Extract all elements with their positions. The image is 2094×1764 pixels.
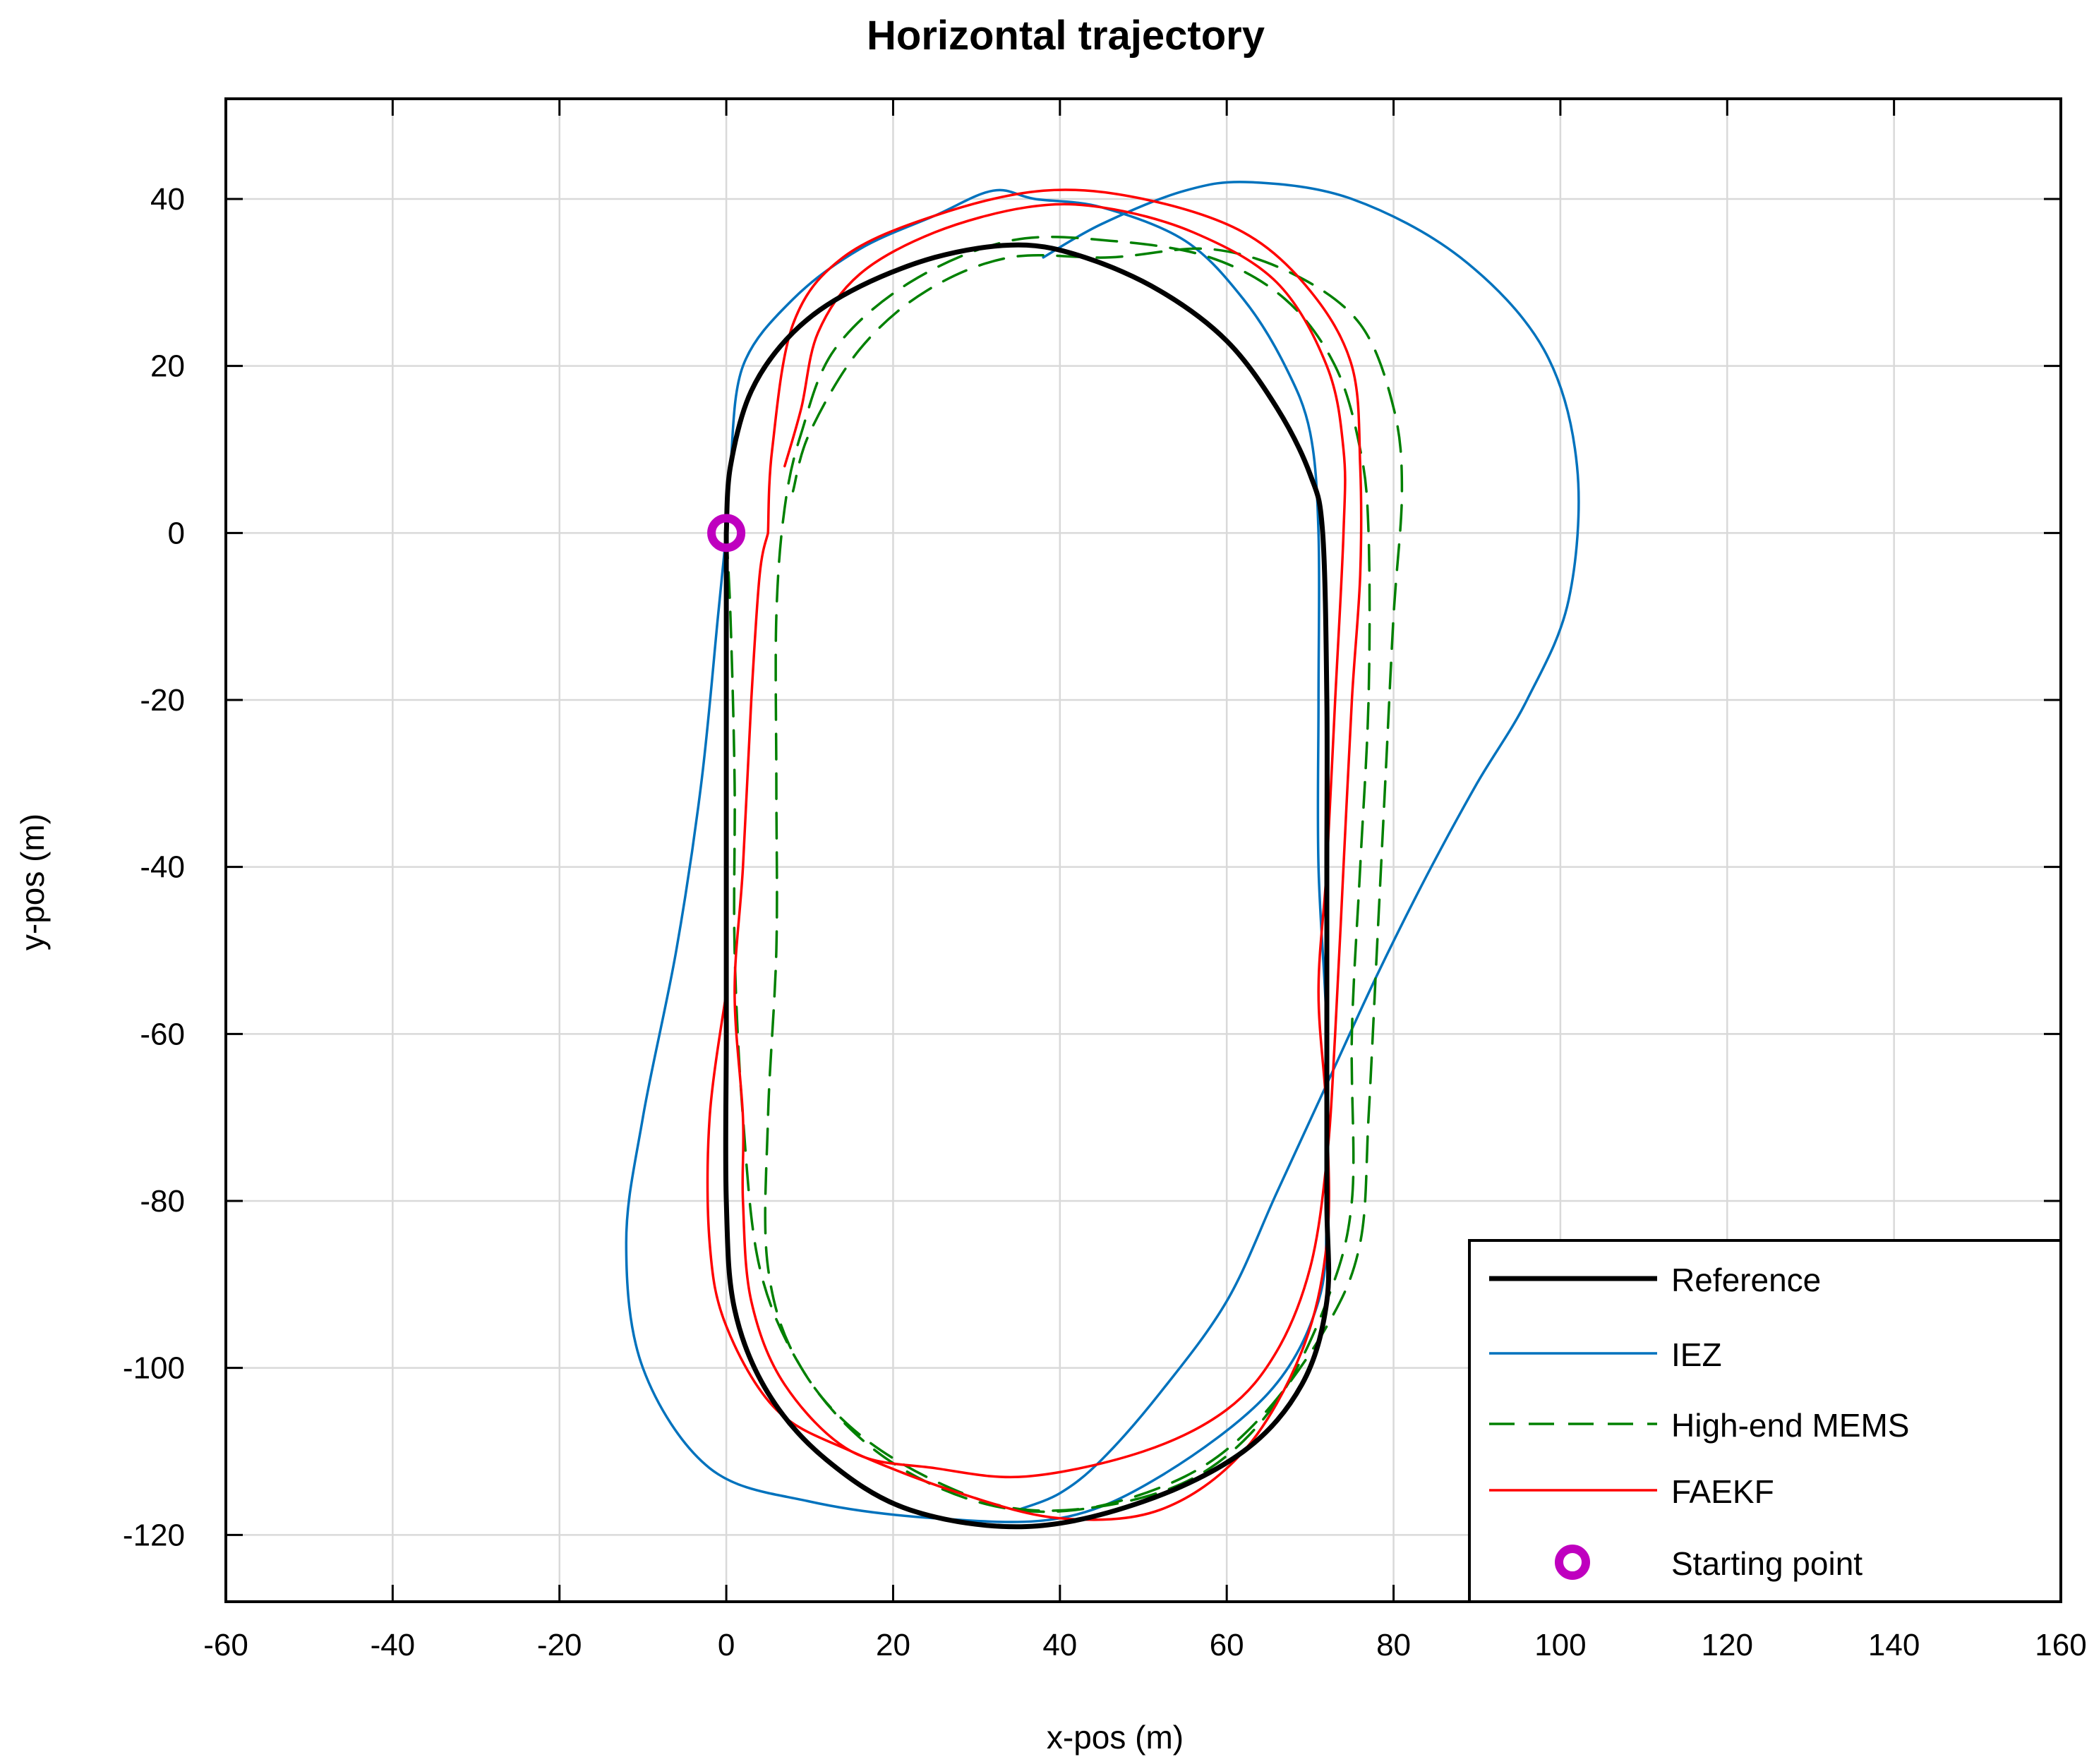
x-tick-label: 160 (2035, 1628, 2086, 1662)
y-axis-label: y-pos (m) (14, 814, 51, 950)
chart-title: Horizontal trajectory (867, 13, 1265, 59)
legend-label-starting-point: Starting point (1671, 1545, 1863, 1582)
x-tick-label: -60 (203, 1628, 248, 1662)
x-tick-label: -20 (537, 1628, 582, 1662)
axes-box (224, 97, 2062, 1603)
legend: Reference IEZ High-end MEMS FAEKF Starti… (1468, 1239, 2062, 1603)
y-tick-label: 20 (150, 349, 185, 384)
legend-label-high-end-mems: High-end MEMS (1671, 1407, 1909, 1444)
series-line-reference (723, 242, 1332, 1530)
y-tick-label: -120 (123, 1518, 185, 1552)
legend-label-faekf: FAEKF (1671, 1473, 1774, 1510)
x-tick-label: 140 (1868, 1628, 1920, 1662)
plot-area (625, 181, 1580, 1530)
y-tick-label: 40 (150, 182, 185, 217)
series-line-iez (625, 188, 1330, 1523)
x-tick-label: 80 (1376, 1628, 1411, 1662)
y-tick-label: -100 (123, 1351, 185, 1386)
legend-label-iez: IEZ (1671, 1336, 1722, 1373)
x-tick-label: 20 (876, 1628, 910, 1662)
x-tick-label: 40 (1042, 1628, 1077, 1662)
series-line-faekf (733, 188, 1363, 1479)
x-tick-label: 60 (1210, 1628, 1244, 1662)
y-tick-label: -80 (140, 1184, 185, 1219)
x-tick-label: 100 (1534, 1628, 1586, 1662)
series-line-high-end-mems (725, 236, 1404, 1514)
legend-box (1468, 1239, 2062, 1603)
series-line-iez-segment (1016, 181, 1580, 1511)
legend-swatch-starting-point (1555, 1545, 1590, 1580)
x-tick-label: 0 (718, 1628, 735, 1662)
y-tick-label: 0 (168, 516, 185, 550)
x-axis-label: x-pos (m) (1047, 1719, 1184, 1756)
y-tick-label: -40 (140, 850, 185, 885)
x-tick-label: -40 (371, 1628, 416, 1662)
y-tick-label: -20 (140, 683, 185, 718)
x-tick-label: 120 (1702, 1628, 1753, 1662)
starting-point-marker (707, 514, 746, 552)
series-line-faekf-segment (706, 203, 1347, 1521)
y-tick-label: -60 (140, 1017, 185, 1051)
tick-labels: -60 -40 -20 0 20 40 60 80 100 120 140 160 -120 -100 -8… (123, 182, 2087, 1662)
legend-label-reference: Reference (1671, 1262, 1821, 1298)
